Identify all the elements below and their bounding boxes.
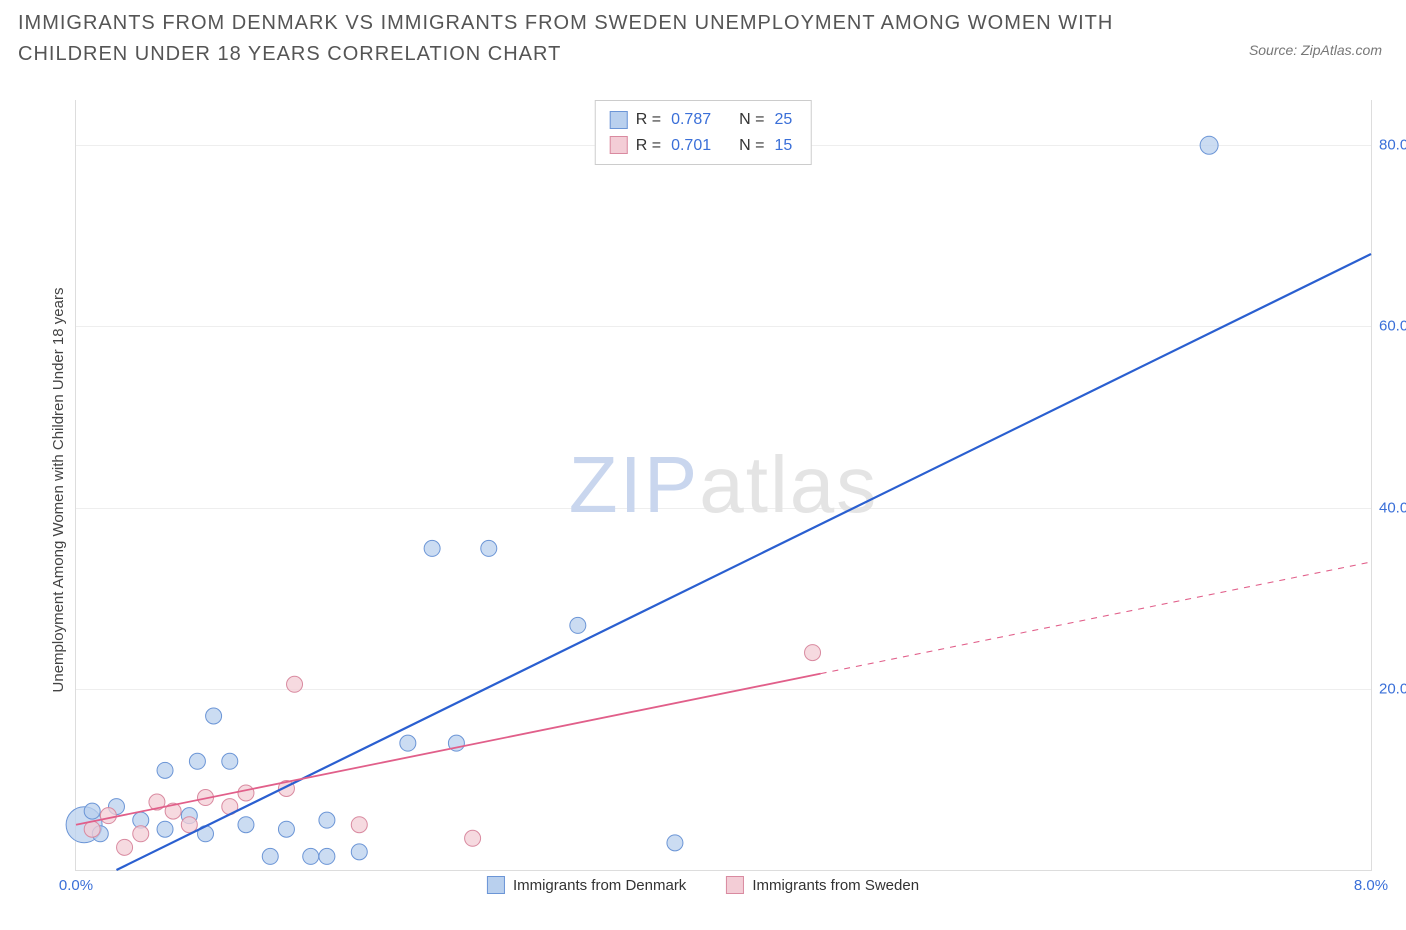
data-point xyxy=(465,830,481,846)
data-point xyxy=(84,803,100,819)
legend-item-denmark: Immigrants from Denmark xyxy=(487,876,686,894)
legend-row-denmark: R = 0.787 N = 25 xyxy=(610,107,797,133)
source-label: Source: ZipAtlas.com xyxy=(1249,42,1382,58)
data-point xyxy=(351,817,367,833)
x-tick-label: 8.0% xyxy=(1354,877,1388,894)
r-label: R = xyxy=(636,107,661,133)
y-tick-label: 60.0% xyxy=(1379,318,1406,335)
r-value-sweden: 0.701 xyxy=(671,133,711,159)
y-axis-label: Unemployment Among Women with Children U… xyxy=(50,288,67,693)
data-point xyxy=(238,785,254,801)
swatch-sweden-icon xyxy=(726,876,744,894)
data-point xyxy=(238,817,254,833)
data-point xyxy=(84,821,100,837)
swatch-denmark-icon xyxy=(487,876,505,894)
data-point xyxy=(117,839,133,855)
plot-area: ZIPatlas 20.0%40.0%60.0%80.0%0.0%8.0% xyxy=(75,100,1372,871)
data-point xyxy=(424,540,440,556)
data-point xyxy=(351,844,367,860)
data-point xyxy=(319,848,335,864)
legend-item-sweden: Immigrants from Sweden xyxy=(726,876,919,894)
data-point xyxy=(1200,136,1218,154)
data-point xyxy=(400,735,416,751)
scatter-plot xyxy=(76,100,1371,870)
stats-legend: R = 0.787 N = 25 R = 0.701 N = 15 xyxy=(595,100,812,165)
legend-label-denmark: Immigrants from Denmark xyxy=(513,877,686,894)
r-value-denmark: 0.787 xyxy=(671,107,711,133)
trend-line-extrapolated xyxy=(821,562,1371,674)
data-point xyxy=(287,676,303,692)
data-point xyxy=(222,753,238,769)
legend-label-sweden: Immigrants from Sweden xyxy=(752,877,919,894)
data-point xyxy=(667,835,683,851)
data-point xyxy=(262,848,278,864)
n-value-sweden: 15 xyxy=(774,133,792,159)
legend-row-sweden: R = 0.701 N = 15 xyxy=(610,133,797,159)
trend-line xyxy=(76,674,821,825)
n-value-denmark: 25 xyxy=(774,107,792,133)
n-label: N = xyxy=(739,107,764,133)
data-point xyxy=(206,708,222,724)
y-tick-label: 40.0% xyxy=(1379,499,1406,516)
y-tick-label: 80.0% xyxy=(1379,137,1406,154)
swatch-sweden-icon xyxy=(610,136,628,154)
data-point xyxy=(319,812,335,828)
y-tick-label: 20.0% xyxy=(1379,680,1406,697)
data-point xyxy=(157,762,173,778)
r-label: R = xyxy=(636,133,661,159)
data-point xyxy=(481,540,497,556)
data-point xyxy=(100,808,116,824)
chart-title: IMMIGRANTS FROM DENMARK VS IMMIGRANTS FR… xyxy=(18,8,1118,70)
data-point xyxy=(570,617,586,633)
data-point xyxy=(303,848,319,864)
data-point xyxy=(805,645,821,661)
data-point xyxy=(189,753,205,769)
x-tick-label: 0.0% xyxy=(59,877,93,894)
data-point xyxy=(133,826,149,842)
data-point xyxy=(278,821,294,837)
data-point xyxy=(157,821,173,837)
n-label: N = xyxy=(739,133,764,159)
series-legend: Immigrants from Denmark Immigrants from … xyxy=(487,876,919,894)
swatch-denmark-icon xyxy=(610,111,628,129)
